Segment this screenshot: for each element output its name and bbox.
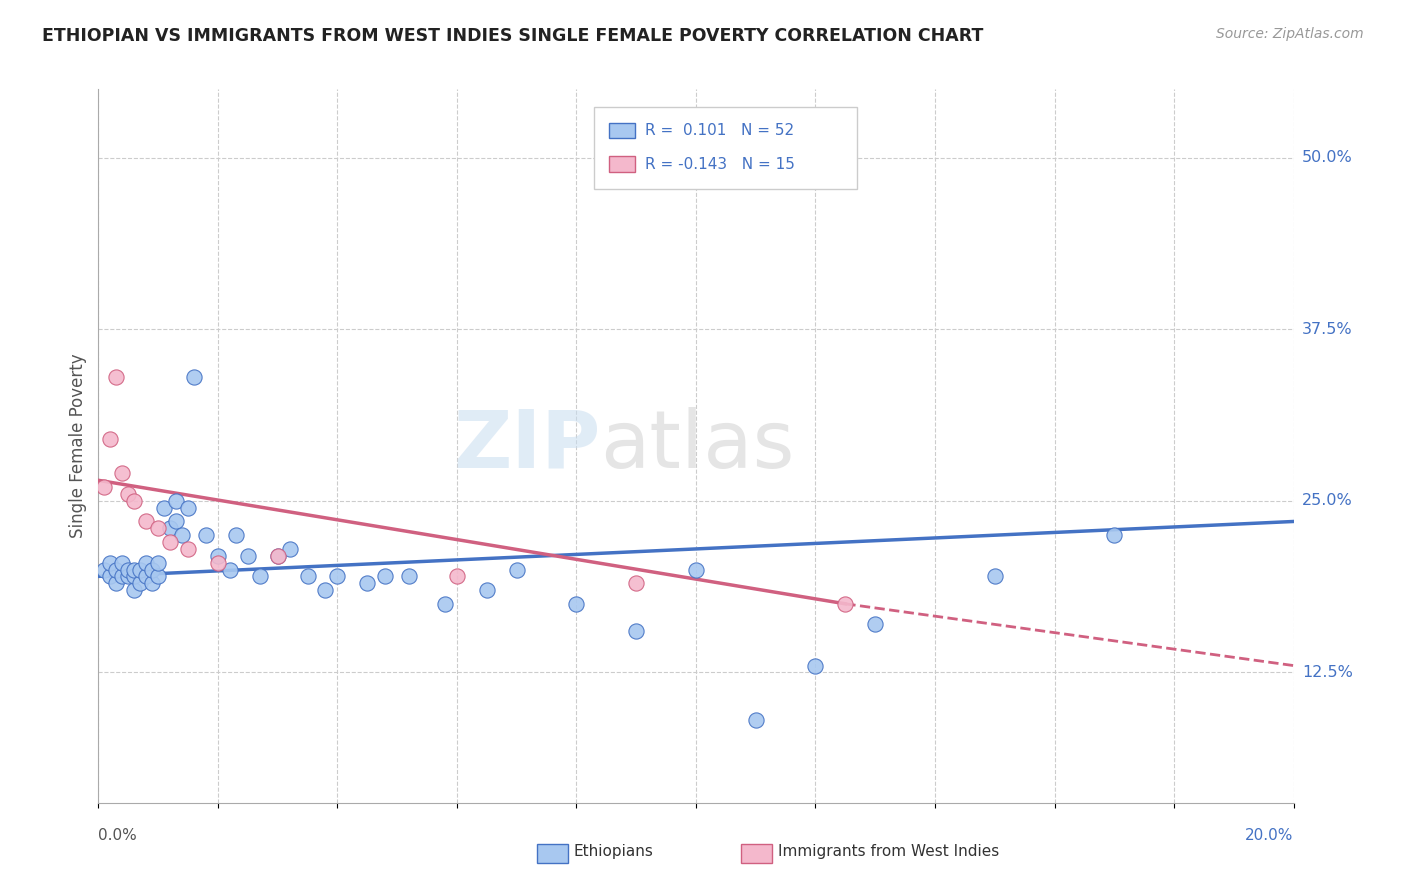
Text: 12.5%: 12.5% [1302,665,1353,680]
Point [117,487,139,501]
Point [165,515,187,529]
Point [278,541,301,556]
Point [194,528,218,542]
Text: 37.5%: 37.5% [1302,322,1353,337]
Point [111,556,134,570]
FancyBboxPatch shape [609,156,636,172]
Point [159,535,181,549]
Point [148,521,170,535]
Point [148,556,170,570]
Point [225,528,247,542]
Point [207,549,229,563]
Point [105,370,128,384]
Point [685,562,707,576]
Point [297,569,319,583]
Point [983,569,1005,583]
Point [398,569,420,583]
Text: Source: ZipAtlas.com: Source: ZipAtlas.com [1216,27,1364,41]
Point [745,714,768,728]
Point [865,617,887,632]
Point [98,432,122,446]
Point [249,569,271,583]
Text: 50.0%: 50.0% [1302,151,1353,165]
Point [124,494,146,508]
Point [124,562,146,576]
Text: Ethiopians: Ethiopians [574,845,654,859]
Point [98,569,122,583]
Text: ETHIOPIAN VS IMMIGRANTS FROM WEST INDIES SINGLE FEMALE POVERTY CORRELATION CHART: ETHIOPIAN VS IMMIGRANTS FROM WEST INDIES… [42,27,984,45]
Point [129,576,152,591]
Point [1104,528,1126,542]
Text: R = -0.143   N = 15: R = -0.143 N = 15 [644,157,794,171]
Point [267,549,290,563]
Point [177,541,200,556]
Point [141,576,163,591]
Point [446,569,468,583]
Point [93,562,115,576]
Text: Immigrants from West Indies: Immigrants from West Indies [778,845,998,859]
Text: R =  0.101   N = 52: R = 0.101 N = 52 [644,123,794,138]
Point [475,583,498,598]
Point [356,576,378,591]
Point [135,515,157,529]
Point [135,569,157,583]
Point [105,562,128,576]
Point [434,597,457,611]
Point [506,562,529,576]
Point [165,494,187,508]
Point [236,549,259,563]
FancyBboxPatch shape [595,107,858,189]
Text: 25.0%: 25.0% [1302,493,1353,508]
Point [117,569,139,583]
FancyBboxPatch shape [609,123,636,138]
Point [93,480,115,494]
Point [135,556,157,570]
Y-axis label: Single Female Poverty: Single Female Poverty [69,354,87,538]
Text: 0.0%: 0.0% [98,828,138,843]
Point [374,569,396,583]
Point [98,556,122,570]
Text: 20.0%: 20.0% [1246,828,1294,843]
Point [834,597,856,611]
Point [624,576,647,591]
Point [183,370,205,384]
Point [219,562,242,576]
Point [117,562,139,576]
Point [141,562,163,576]
Point [105,576,128,591]
Point [326,569,349,583]
Point [153,500,176,515]
Point [177,500,200,515]
Point [124,569,146,583]
Point [172,528,194,542]
Point [129,562,152,576]
Point [111,467,134,481]
Point [207,556,229,570]
Text: atlas: atlas [600,407,794,485]
Text: ZIP: ZIP [453,407,600,485]
Point [565,597,588,611]
Point [159,521,181,535]
Point [315,583,337,598]
Point [111,569,134,583]
Point [624,624,647,639]
Point [148,569,170,583]
Point [267,549,290,563]
Point [124,583,146,598]
Point [804,658,827,673]
